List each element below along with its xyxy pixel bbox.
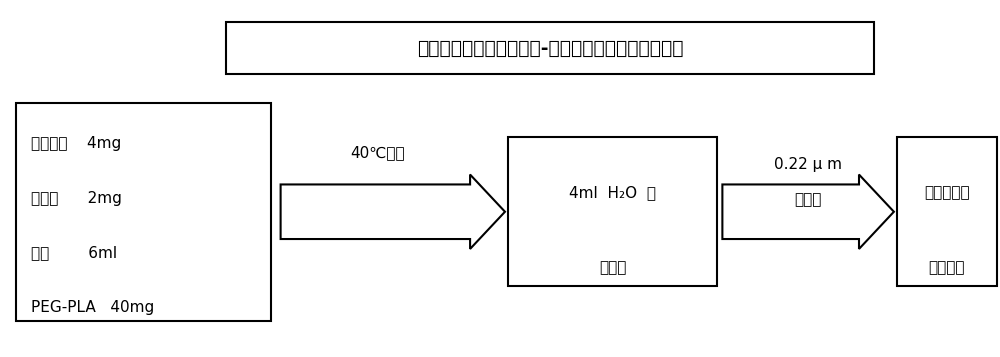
Polygon shape (722, 175, 894, 249)
Text: 4ml  H₂O  溶: 4ml H₂O 溶 (569, 186, 656, 201)
Text: 拉帕替尼    4mg: 拉帕替尼 4mg (31, 136, 122, 151)
Text: 紫杉醇      2mg: 紫杉醇 2mg (31, 191, 122, 206)
FancyBboxPatch shape (16, 102, 271, 321)
FancyBboxPatch shape (508, 137, 717, 286)
Text: 束水溶液: 束水溶液 (929, 260, 965, 275)
Text: 0.22 μ m: 0.22 μ m (774, 157, 842, 172)
Text: 化薄膜: 化薄膜 (599, 260, 626, 275)
Text: 40℃水浴: 40℃水浴 (351, 145, 405, 160)
Text: 甲醇        6ml: 甲醇 6ml (31, 245, 117, 260)
Text: 膜过滤: 膜过滤 (794, 192, 822, 207)
Text: 复方载药胶: 复方载药胶 (924, 186, 970, 201)
FancyBboxPatch shape (897, 137, 997, 286)
Polygon shape (281, 175, 505, 249)
FancyBboxPatch shape (226, 22, 874, 74)
Text: PEG-PLA   40mg: PEG-PLA 40mg (31, 300, 155, 315)
Text: 薄膜水化法制备拉帕替尼-紫杉醇复方水溶胶束流程图: 薄膜水化法制备拉帕替尼-紫杉醇复方水溶胶束流程图 (417, 39, 683, 57)
